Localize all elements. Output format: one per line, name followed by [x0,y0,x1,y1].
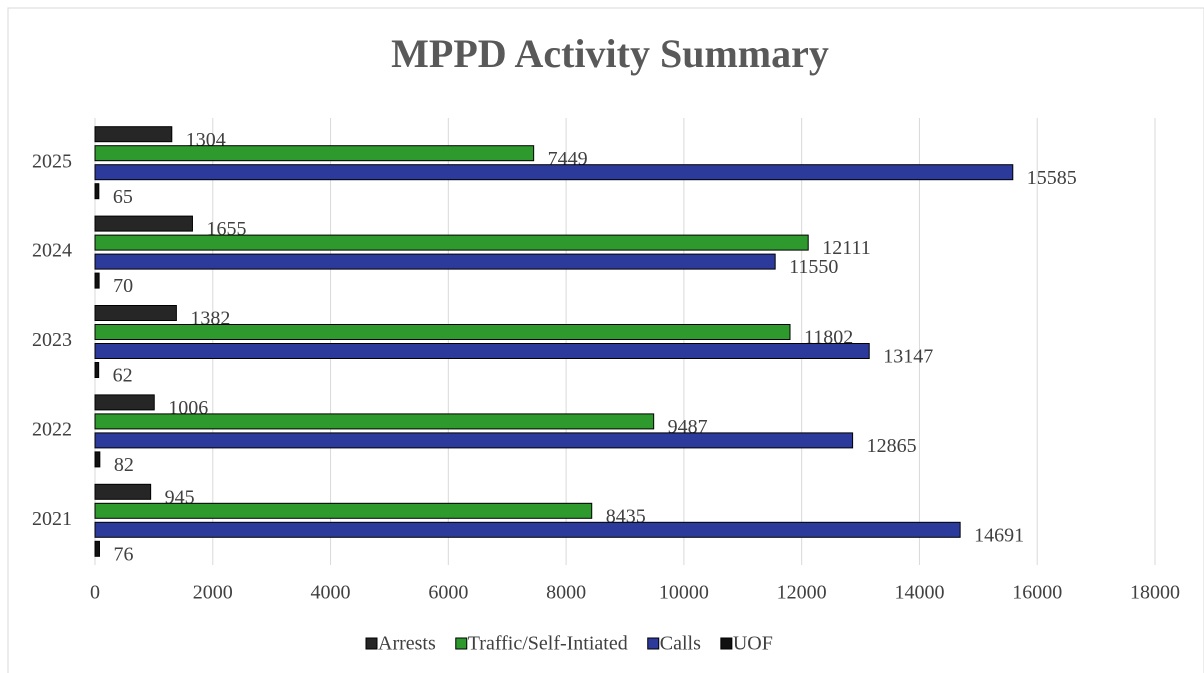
data-label: 62 [113,365,133,387]
bar [94,343,870,359]
bar [94,215,193,232]
x-tick-label: 12000 [777,582,827,604]
bar [94,183,100,200]
x-tick-label: 16000 [1012,582,1062,604]
legend-swatch [455,637,468,650]
data-label: 12865 [867,435,917,457]
data-label: 65 [113,186,133,208]
bar [94,253,776,270]
x-tick-label: 14000 [894,582,944,604]
bar [94,324,791,340]
data-label: 11550 [789,256,838,278]
data-label: 82 [114,454,134,476]
x-tick-label: 0 [90,582,100,604]
bar [94,305,177,321]
legend-label: Arrests [378,633,436,655]
data-label: 14691 [974,524,1024,546]
bar [94,413,655,430]
y-tick-label: 2024 [32,240,72,262]
bar [94,502,593,519]
y-tick-label: 2022 [32,418,72,440]
y-tick-label: 2023 [32,329,72,351]
x-tick-label: 10000 [659,582,709,604]
bar [94,432,854,449]
y-tick-label: 2025 [32,150,72,172]
legend-swatch [647,637,660,650]
data-label: 76 [113,543,133,565]
bar [94,164,1014,181]
bar [94,521,961,538]
bar [94,234,809,251]
legend-label: UOF [733,633,773,655]
bar [94,272,100,289]
bar [94,451,101,468]
bar [94,483,152,500]
bar [94,145,535,162]
y-tick-label: 2021 [32,508,72,530]
x-tick-label: 2000 [193,582,233,604]
data-label: 12111 [822,237,871,259]
legend-swatch [720,637,733,650]
chart-border [7,7,1204,673]
x-tick-label: 4000 [311,582,351,604]
x-tick-label: 6000 [428,582,468,604]
bar [94,540,100,557]
bar [94,362,100,378]
data-label: 13147 [883,346,933,368]
x-tick-label: 8000 [546,582,586,604]
legend-label: Traffic/Self-Intiated [468,633,628,655]
x-tick-label: 18000 [1130,582,1180,604]
data-label: 70 [113,275,133,297]
bar [94,126,173,143]
legend-swatch [365,637,378,650]
chart-title: MPPD Activity Summary [391,31,829,76]
bar [94,394,155,411]
data-label: 15585 [1027,167,1077,189]
legend-label: Calls [660,633,701,655]
